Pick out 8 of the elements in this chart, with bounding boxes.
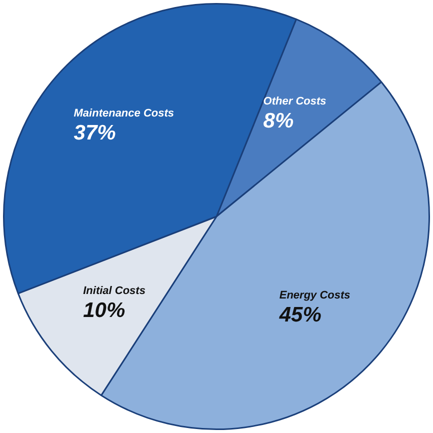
slice-label: Other Costs xyxy=(263,95,326,108)
data-label: 10% xyxy=(83,298,126,322)
data-label: 8% xyxy=(263,109,294,132)
slice-label: Energy Costs xyxy=(279,289,350,302)
slice-label: Maintenance Costs xyxy=(74,108,174,120)
data-label: 37% xyxy=(74,122,116,145)
data-label: 45% xyxy=(278,303,322,326)
slice-label: Initial Costs xyxy=(83,284,146,297)
